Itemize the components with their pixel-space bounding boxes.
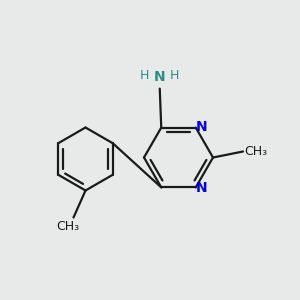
Text: CH₃: CH₃ (244, 145, 268, 158)
Text: CH₃: CH₃ (56, 220, 80, 233)
Text: N: N (154, 70, 166, 84)
Text: N: N (195, 181, 207, 195)
Text: N: N (195, 120, 207, 134)
Text: H: H (140, 69, 149, 82)
Text: H: H (170, 69, 179, 82)
